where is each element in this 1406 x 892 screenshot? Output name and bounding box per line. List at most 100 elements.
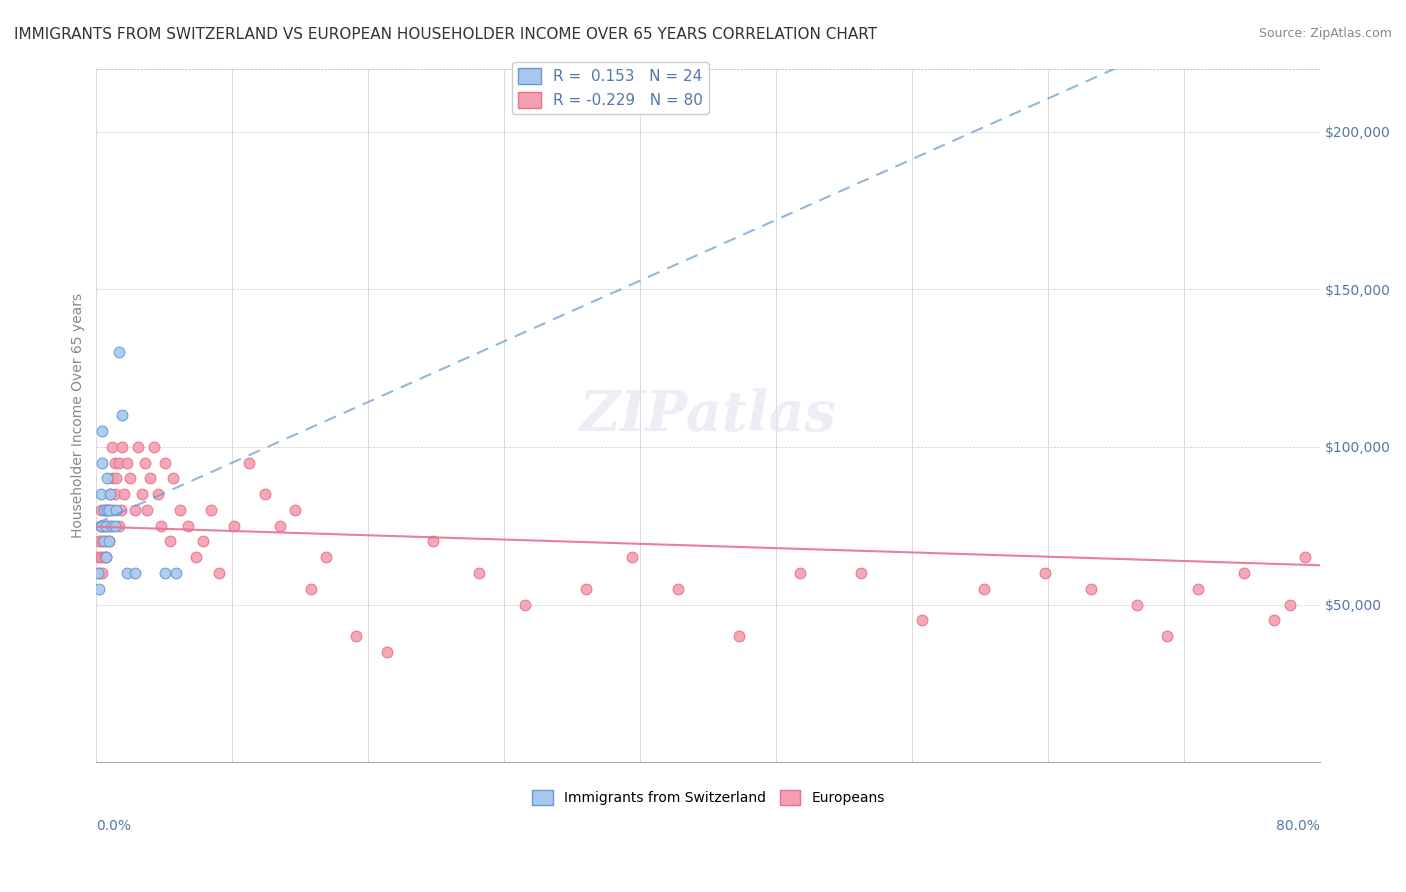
Point: [93, 550, 115, 565]
Point: [97, 503, 120, 517]
Point: [208, 566, 231, 580]
Point: [104, 487, 127, 501]
Point: [375, 645, 398, 659]
Point: [1080, 582, 1102, 596]
Point: [100, 440, 122, 454]
Point: [91, 566, 114, 580]
Point: [97, 503, 120, 517]
Point: [118, 471, 141, 485]
Point: [1033, 566, 1056, 580]
Point: [93, 534, 115, 549]
Point: [666, 582, 689, 596]
Point: [177, 518, 200, 533]
Text: ZIPatlas: ZIPatlas: [579, 388, 837, 442]
Point: [89, 534, 111, 549]
Point: [1278, 598, 1301, 612]
Point: [124, 503, 146, 517]
Point: [149, 518, 172, 533]
Point: [96, 503, 118, 517]
Point: [153, 456, 176, 470]
Point: [96, 503, 118, 517]
Point: [98, 487, 121, 501]
Point: [115, 456, 138, 470]
Point: [169, 503, 191, 517]
Point: [127, 440, 149, 454]
Point: [94, 550, 117, 565]
Point: [200, 503, 222, 517]
Point: [90, 550, 112, 565]
Point: [222, 518, 245, 533]
Point: [91, 456, 114, 470]
Point: [1156, 629, 1178, 643]
Point: [104, 518, 127, 533]
Point: [97, 534, 120, 549]
Point: [134, 456, 156, 470]
Point: [162, 471, 184, 485]
Text: IMMIGRANTS FROM SWITZERLAND VS EUROPEAN HOUSEHOLDER INCOME OVER 65 YEARS CORRELA: IMMIGRANTS FROM SWITZERLAND VS EUROPEAN …: [14, 27, 877, 42]
Point: [973, 582, 995, 596]
Point: [100, 503, 122, 517]
Point: [165, 566, 187, 580]
Point: [108, 456, 131, 470]
Point: [90, 518, 112, 533]
Point: [96, 471, 118, 485]
Point: [87, 550, 110, 565]
Point: [105, 471, 128, 485]
Legend: Immigrants from Switzerland, Europeans: Immigrants from Switzerland, Europeans: [526, 785, 890, 811]
Point: [93, 518, 115, 533]
Point: [105, 503, 128, 517]
Point: [100, 471, 122, 485]
Point: [97, 534, 120, 549]
Point: [135, 503, 157, 517]
Point: [159, 534, 181, 549]
Point: [104, 456, 127, 470]
Point: [269, 518, 291, 533]
Point: [620, 550, 643, 565]
Y-axis label: Householder Income Over 65 years: Householder Income Over 65 years: [72, 293, 86, 538]
Point: [111, 440, 134, 454]
Point: [110, 503, 132, 517]
Point: [91, 424, 114, 438]
Point: [193, 534, 215, 549]
Point: [100, 518, 122, 533]
Point: [422, 534, 444, 549]
Point: [1125, 598, 1147, 612]
Point: [90, 487, 112, 501]
Point: [87, 566, 110, 580]
Point: [108, 518, 131, 533]
Point: [911, 613, 934, 627]
Point: [299, 582, 322, 596]
Point: [91, 518, 114, 533]
Point: [789, 566, 811, 580]
Point: [94, 534, 117, 549]
Point: [468, 566, 491, 580]
Point: [1263, 613, 1285, 627]
Point: [575, 582, 598, 596]
Point: [111, 409, 134, 423]
Point: [346, 629, 368, 643]
Point: [315, 550, 337, 565]
Point: [1233, 566, 1256, 580]
Text: Source: ZipAtlas.com: Source: ZipAtlas.com: [1258, 27, 1392, 40]
Point: [146, 487, 169, 501]
Point: [1187, 582, 1209, 596]
Text: 0.0%: 0.0%: [97, 819, 131, 833]
Point: [1294, 550, 1316, 565]
Point: [112, 487, 135, 501]
Point: [94, 550, 117, 565]
Point: [93, 503, 115, 517]
Point: [94, 518, 117, 533]
Point: [513, 598, 536, 612]
Point: [728, 629, 751, 643]
Point: [143, 440, 166, 454]
Point: [96, 518, 118, 533]
Point: [284, 503, 307, 517]
Point: [108, 345, 131, 359]
Point: [184, 550, 207, 565]
Point: [238, 456, 260, 470]
Point: [253, 487, 276, 501]
Point: [93, 503, 115, 517]
Point: [90, 503, 112, 517]
Point: [131, 487, 153, 501]
Point: [139, 471, 162, 485]
